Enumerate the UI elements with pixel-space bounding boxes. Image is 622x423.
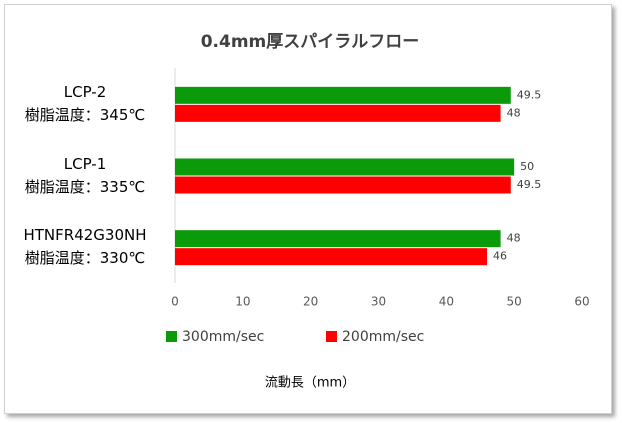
legend-label: 300mm/sec	[182, 329, 264, 345]
value-label: 49.5	[517, 88, 542, 101]
x-axis-title: 流動長（mm）	[265, 376, 355, 391]
x-tick-label: 50	[507, 295, 522, 309]
x-tick-label: 60	[574, 295, 589, 309]
legend-label: 200mm/sec	[342, 329, 424, 345]
value-label: 48	[507, 106, 521, 119]
category-label: HTNFR42G30NH 樹脂温度：330℃	[23, 226, 147, 268]
bar	[175, 158, 515, 176]
chart-title: 0.4mm厚スパイラルフロー	[201, 32, 420, 52]
bar	[175, 86, 511, 104]
value-label: 49.5	[517, 178, 542, 191]
bar	[175, 248, 488, 266]
x-tick-label: 10	[235, 295, 250, 309]
chart-frame	[4, 4, 612, 414]
x-tick-label: 20	[303, 295, 318, 309]
category-label: LCP-2 樹脂温度：345℃	[24, 82, 146, 124]
value-label: 46	[493, 250, 507, 263]
x-tick-label: 0	[171, 295, 179, 309]
x-tick-label: 40	[439, 295, 454, 309]
bar	[175, 230, 501, 248]
category-label: LCP-1 樹脂温度：335℃	[24, 154, 146, 196]
legend-swatch	[326, 331, 337, 342]
bar	[175, 176, 511, 194]
value-label: 48	[507, 232, 521, 245]
legend-swatch	[166, 331, 177, 342]
x-tick-label: 30	[371, 295, 386, 309]
bar	[175, 104, 501, 122]
value-label: 50	[520, 160, 534, 173]
